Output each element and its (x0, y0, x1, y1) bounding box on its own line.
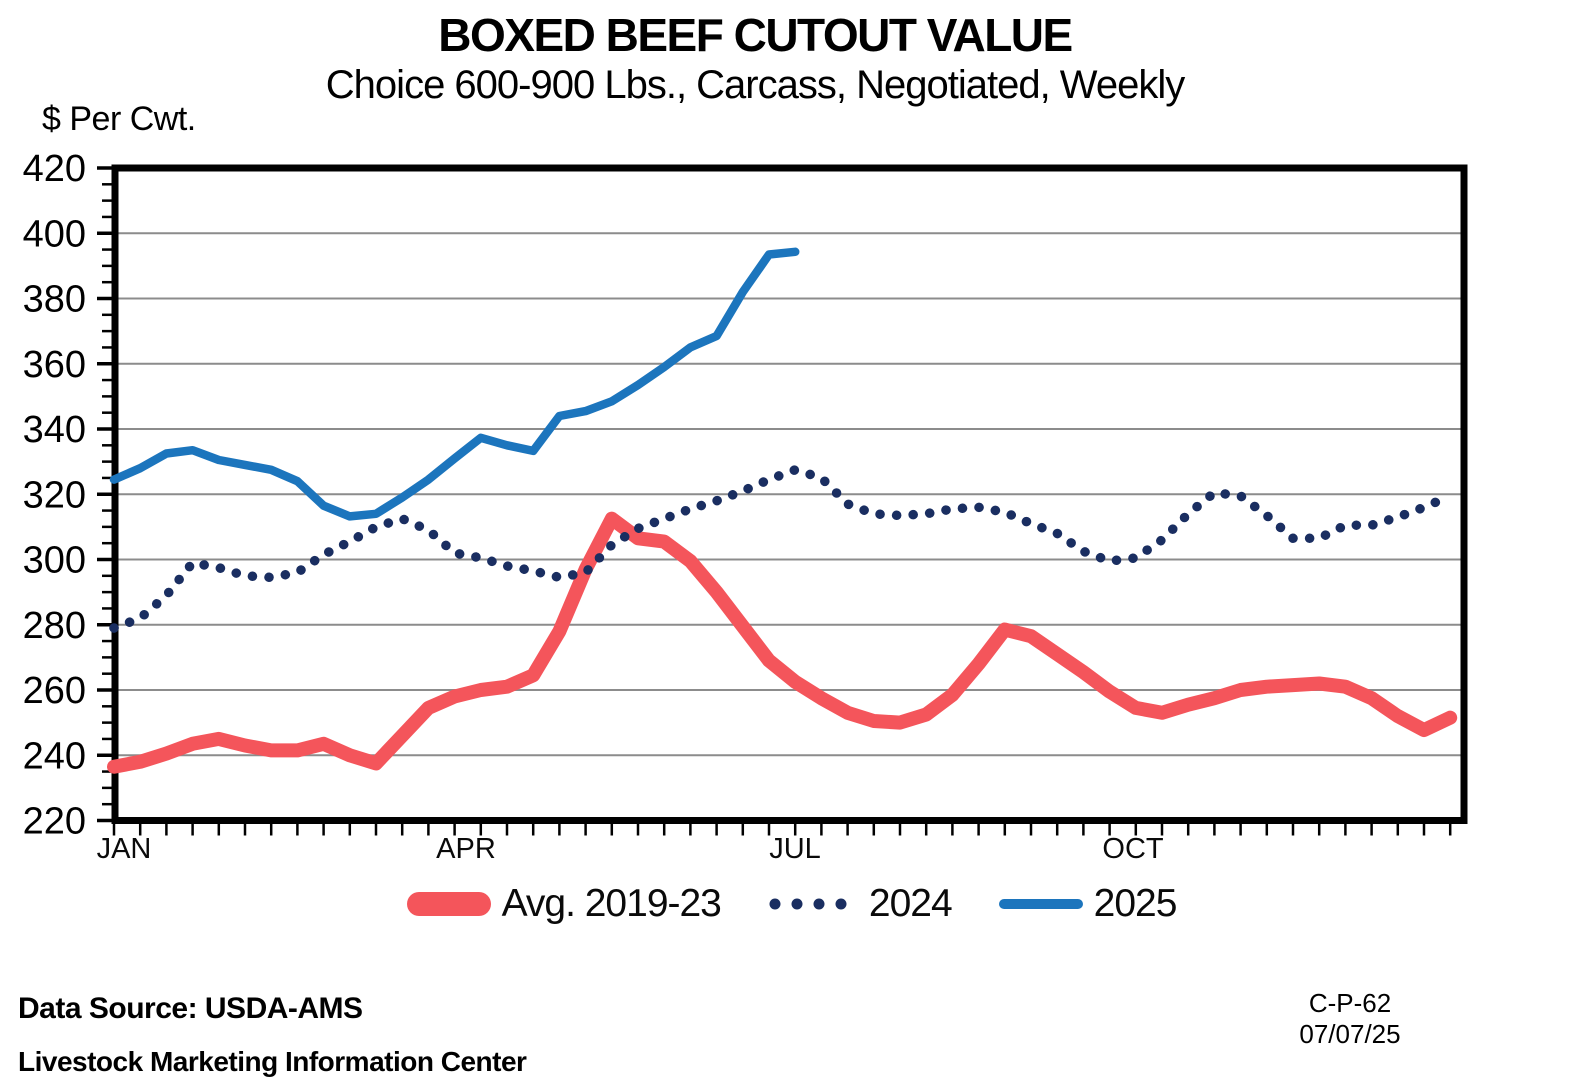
chart-title: BOXED BEEF CUTOUT VALUE (438, 9, 1073, 61)
y-axis-label-380: 380 (23, 279, 86, 321)
x-axis-label-jul: JUL (769, 833, 821, 865)
legend-swatch-2025-icon (998, 899, 1083, 909)
y-axis-label-220: 220 (23, 801, 86, 843)
y-axis-label-240: 240 (23, 735, 86, 777)
legend-label-2024: 2024 (868, 882, 953, 925)
y-axis-label-300: 300 (23, 540, 86, 582)
y-axis-label-260: 260 (23, 670, 86, 712)
legend-dot-2024 (813, 898, 825, 910)
x-axis-label-apr: APR (436, 833, 496, 865)
legend-dot-2024 (835, 898, 847, 910)
footer-data-source: Data Source: USDA-AMS (18, 992, 363, 1025)
chart-legend: Avg. 2019-23 2024 2025 (0, 882, 1582, 926)
y-axis-label-340: 340 (23, 409, 86, 451)
footer-report-date: 07/07/25 (1299, 1019, 1401, 1050)
legend-label-2025: 2025 (1093, 882, 1178, 925)
y-axis-label-360: 360 (23, 344, 86, 386)
series-line-avg-2019-23 (107, 511, 1458, 774)
plot-border (111, 164, 1468, 824)
legend-swatch-avg-2019-23-icon (406, 892, 491, 916)
legend-item-avg-2019-23: Avg. 2019-23 (406, 882, 722, 926)
chart-subtitle: Choice 600-900 Lbs., Carcass, Negotiated… (325, 63, 1185, 107)
legend-dot-2024 (769, 898, 781, 910)
footer-organization: Livestock Marketing Information Center (18, 1046, 527, 1077)
x-axis-label-jan: JAN (97, 833, 152, 865)
x-axis-label-oct: OCT (1102, 833, 1164, 865)
y-axis-label-320: 320 (23, 474, 86, 516)
legend-dot-2024 (791, 898, 803, 910)
y-axis-label-420: 420 (23, 148, 86, 190)
series-line-2024 (109, 465, 1455, 633)
legend-swatch-2024-icon (769, 898, 847, 910)
y-axis-label-400: 400 (23, 213, 86, 255)
y-axis-unit-label: $ Per Cwt. (42, 100, 196, 138)
y-axis-label-280: 280 (23, 605, 86, 647)
legend-item-2025: 2025 (998, 882, 1177, 926)
footer-report-note: C-P-62 07/07/25 (1250, 988, 1450, 1050)
series-line-2025 (109, 247, 800, 521)
legend-label-avg-2019-23: Avg. 2019-23 (501, 882, 722, 925)
footer-report-code: C-P-62 (1308, 988, 1392, 1018)
legend-item-2024: 2024 (767, 882, 953, 926)
